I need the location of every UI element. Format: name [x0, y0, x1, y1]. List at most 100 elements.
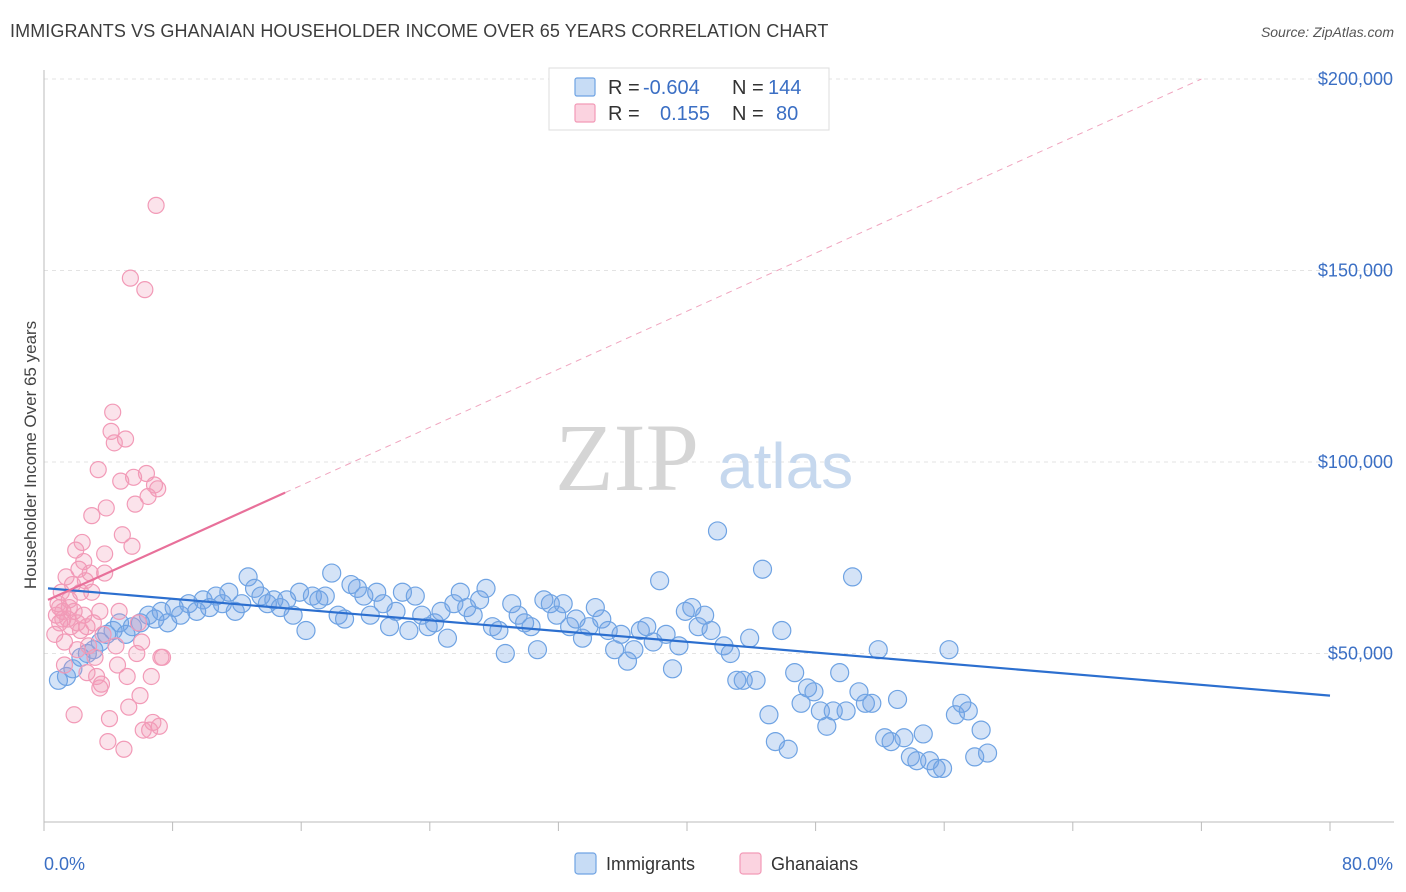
immigrants-point [868, 640, 888, 660]
watermark-atlas: atlas [718, 430, 853, 502]
ghanaians-point [86, 648, 104, 666]
ghanaians-point [91, 602, 109, 620]
watermark: ZIP atlas [555, 404, 853, 511]
immigrants-point [624, 640, 644, 660]
grid-lines [44, 78, 1394, 654]
immigrants-point [849, 682, 869, 702]
immigrants-point [617, 651, 638, 671]
ghanaians-point [113, 526, 131, 544]
immigrants-point [804, 682, 824, 702]
immigrants-point [720, 643, 740, 664]
ghanaians-point [83, 507, 101, 525]
immigrants-point [151, 601, 171, 621]
immigrants-trend-line [47, 587, 1331, 697]
ghanaians-point [116, 430, 135, 448]
ghanaians-point [71, 621, 90, 640]
ghanaians-point [96, 545, 114, 563]
y-tick-label-0: $50,000 [1328, 644, 1393, 664]
legend-n-value-2: 80 [776, 103, 798, 125]
ghanaians-point [54, 610, 72, 628]
immigrants-point [547, 605, 567, 625]
immigrants-point [225, 601, 245, 621]
ghanaians-point [133, 633, 151, 651]
immigrants-point [740, 628, 760, 648]
immigrants-point [778, 739, 798, 759]
ghanaians-point [112, 472, 130, 490]
immigrants-point [103, 620, 123, 641]
immigrants-point [283, 605, 303, 625]
ghanaians-point [108, 656, 127, 674]
ghanaians-point [94, 625, 112, 643]
bottom-legend-swatch-immigrants [574, 852, 597, 875]
ghanaians-point [91, 679, 109, 697]
immigrants-point [502, 594, 522, 614]
immigrants-point [592, 609, 612, 629]
immigrants-point [830, 663, 850, 683]
immigrants-point [611, 624, 631, 644]
immigrants-point [926, 758, 946, 779]
immigrants-point [367, 582, 387, 602]
immigrants-point [405, 586, 425, 606]
bottom-legend-label-immigrants: Immigrants [606, 854, 695, 874]
immigrants-point [508, 605, 528, 625]
y-tick-label-2: $150,000 [1318, 261, 1393, 281]
legend-swatch-ghanaians [574, 103, 596, 123]
ghanaians-point [68, 641, 86, 659]
immigrants-point [965, 747, 985, 767]
immigrants-point [171, 605, 191, 625]
ghanaians-point [65, 706, 83, 724]
ghanaians-point [120, 698, 138, 716]
immigrants-point [855, 693, 875, 713]
immigrants-point [489, 620, 509, 641]
immigrants-point [887, 689, 908, 710]
ghanaians-point [136, 281, 154, 299]
immigrants-point [495, 643, 515, 664]
immigrants-point [958, 701, 978, 721]
x-tick-label-1: 80.0% [1342, 854, 1393, 874]
y-tick-label-3: $200,000 [1318, 69, 1393, 89]
y-axis-title: Householder Income Over 65 years [21, 321, 40, 589]
ghanaians-point [107, 637, 125, 655]
immigrants-point [392, 582, 413, 602]
ghanaians-point [110, 602, 128, 620]
immigrants-point [219, 582, 239, 602]
ghanaians-point [97, 499, 115, 517]
ghanaians-point [123, 537, 141, 555]
x-tick-label-0: 0.0% [44, 854, 85, 874]
bottom-legend-swatch-ghanaians [739, 852, 762, 875]
ghanaians-point [89, 461, 107, 479]
immigrants-point [322, 563, 342, 583]
y-tick-label-1: $100,000 [1318, 452, 1393, 472]
immigrants-point [842, 567, 863, 587]
immigrants-point [444, 594, 464, 614]
immigrants-point [187, 601, 207, 621]
axes [43, 70, 1394, 831]
immigrants-point [251, 586, 271, 606]
ghanaians-point [142, 667, 160, 686]
immigrants-point [476, 578, 496, 598]
immigrants-point [707, 521, 728, 541]
correlation-legend: R = -0.604 N = 144 R = 0.155 N = 80 [548, 67, 830, 131]
immigrants-point [913, 724, 933, 744]
ghanaians-point [104, 403, 122, 421]
immigrants-point [746, 670, 766, 690]
ghanaians-point [55, 633, 74, 651]
ghanaians-point [118, 667, 136, 686]
watermark-zip: ZIP [555, 404, 699, 511]
ghanaians-point [99, 732, 117, 751]
immigrants-point [971, 720, 991, 740]
immigrants-point [399, 620, 419, 641]
legend-n-label-1: N = [732, 77, 764, 99]
ghanaians-point [147, 196, 165, 214]
immigrants-point [315, 586, 335, 606]
immigrants-point [650, 571, 670, 591]
immigrants-point [862, 693, 882, 713]
immigrants-point [894, 728, 914, 748]
ghanaians-point [105, 434, 123, 452]
y-tick-labels: $50,000 $100,000 $150,000 $200,000 [1318, 69, 1393, 664]
immigrants-point [354, 586, 374, 606]
legend-n-label-2: N = [732, 103, 764, 125]
immigrants-point [296, 620, 316, 641]
immigrants-point [952, 693, 972, 713]
ghanaians-point [75, 552, 93, 571]
